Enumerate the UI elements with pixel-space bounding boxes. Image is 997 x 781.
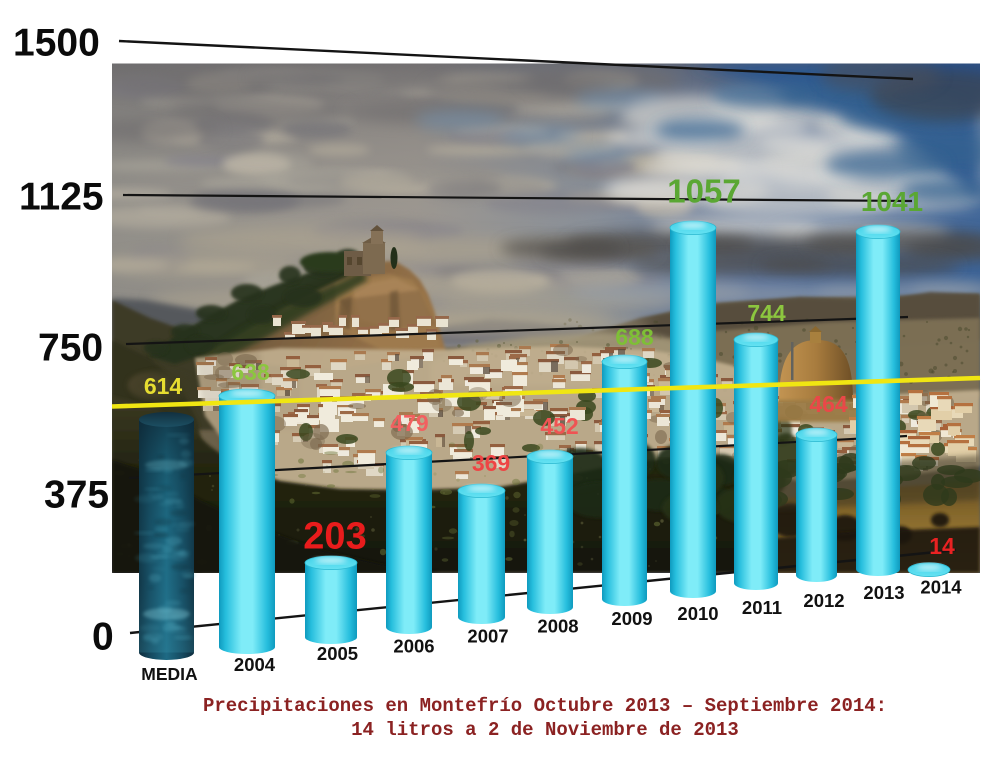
svg-text:1500: 1500 xyxy=(13,22,100,65)
svg-text:14: 14 xyxy=(929,533,955,559)
svg-text:688: 688 xyxy=(615,324,654,350)
svg-text:638: 638 xyxy=(231,359,270,385)
svg-text:375: 375 xyxy=(44,474,109,517)
svg-text:2007: 2007 xyxy=(467,626,508,647)
svg-text:2008: 2008 xyxy=(537,616,578,637)
svg-text:614: 614 xyxy=(144,373,183,399)
svg-text:1125: 1125 xyxy=(19,176,104,219)
svg-text:Precipitaciones en Montefrío O: Precipitaciones en Montefrío Octubre 201… xyxy=(203,695,887,717)
svg-text:2013: 2013 xyxy=(863,582,904,603)
svg-text:1057: 1057 xyxy=(667,173,740,210)
svg-text:0: 0 xyxy=(92,616,114,659)
svg-text:2010: 2010 xyxy=(677,603,718,624)
svg-text:2012: 2012 xyxy=(803,590,844,611)
svg-text:750: 750 xyxy=(38,327,103,370)
svg-text:2005: 2005 xyxy=(317,643,358,664)
svg-text:MEDIA: MEDIA xyxy=(141,664,198,684)
svg-text:2009: 2009 xyxy=(611,608,652,629)
svg-text:2014: 2014 xyxy=(920,577,962,598)
svg-text:744: 744 xyxy=(747,300,786,326)
svg-text:203: 203 xyxy=(303,516,366,558)
svg-text:2006: 2006 xyxy=(393,636,434,657)
svg-text:479: 479 xyxy=(390,410,428,436)
svg-text:14 litros a 2 de Noviembre de: 14 litros a 2 de Noviembre de 2013 xyxy=(351,719,739,741)
svg-text:464: 464 xyxy=(809,391,848,417)
svg-text:2011: 2011 xyxy=(742,597,782,618)
svg-text:2004: 2004 xyxy=(234,654,276,675)
svg-text:1041: 1041 xyxy=(861,186,923,217)
svg-text:452: 452 xyxy=(540,413,578,439)
svg-text:369: 369 xyxy=(472,450,510,476)
